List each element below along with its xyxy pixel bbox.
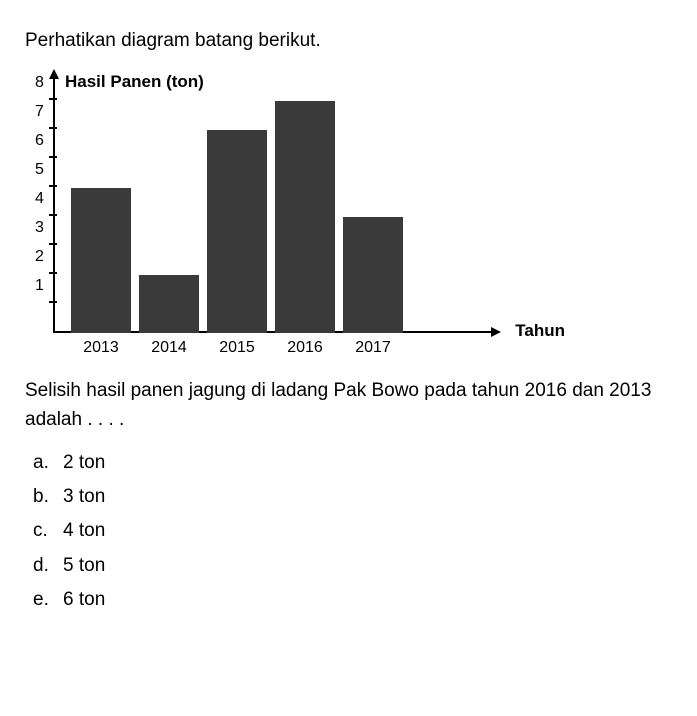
option-letter: e. [33,583,63,617]
y-tick-label: 6 [35,132,44,150]
option-item: a.2 ton [33,446,672,480]
option-text: 3 ton [63,480,105,514]
question-intro: Perhatikan diagram batang berikut. [25,30,672,52]
bar [139,275,199,333]
x-tick-label: 2014 [139,339,199,357]
y-tick-label: 7 [35,103,44,121]
bar [275,101,335,333]
options-list: a.2 tonb.3 tonc.4 tond.5 tone.6 ton [33,446,672,617]
option-letter: d. [33,549,63,583]
y-tick-label: 4 [35,190,44,208]
option-text: 6 ton [63,583,105,617]
y-tick-label: 3 [35,219,44,237]
bar-chart: Hasil Panen (ton) 12345678 2013201420152… [35,77,672,357]
bar [207,130,267,333]
option-text: 5 ton [63,549,105,583]
option-letter: b. [33,480,63,514]
option-item: d.5 ton [33,549,672,583]
option-letter: c. [33,514,63,548]
option-item: e.6 ton [33,583,672,617]
option-text: 2 ton [63,446,105,480]
x-axis-label: Tahun [515,321,565,341]
bar [71,188,131,333]
question-text: Selisih hasil panen jagung di ladang Pak… [25,377,672,434]
x-tick-label: 2013 [71,339,131,357]
y-tick-label: 8 [35,74,44,92]
option-letter: a. [33,446,63,480]
x-tick-label: 2015 [207,339,267,357]
chart-area: 12345678 20132014201520162017 Tahun [35,77,535,357]
y-tick-label: 2 [35,248,44,266]
x-tick-label: 2016 [275,339,335,357]
y-tick-label: 5 [35,161,44,179]
y-tick-label: 1 [35,277,44,295]
option-text: 4 ton [63,514,105,548]
option-item: c.4 ton [33,514,672,548]
y-tick-mark [49,98,57,100]
x-tick-label: 2017 [343,339,403,357]
bars-container [53,101,403,333]
option-item: b.3 ton [33,480,672,514]
bar [343,217,403,333]
